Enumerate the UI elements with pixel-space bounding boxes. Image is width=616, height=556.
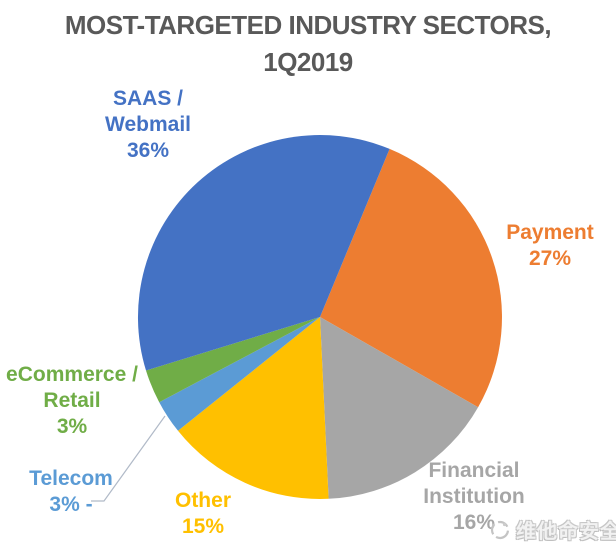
watermark-logo-icon [490,520,510,539]
chart-title-line2: 1Q2019 [263,47,353,77]
pie-slice-financial-institution [320,317,479,499]
label-other: Other 15% [174,489,231,538]
chart-title: MOST-TARGETED INDUSTRY SECTORS, 1Q2019 [0,7,616,81]
label-saas-webmail: SAAS / Webmail 36% [105,87,191,162]
watermark-text: 维他命安全 [516,521,616,543]
chart-title-line1: MOST-TARGETED INDUSTRY SECTORS, [64,10,552,40]
label-financial-institution: Financial Institution 16% [423,459,525,534]
label-telecom: Telecom 3% - [29,467,113,516]
pie-slice-saas-webmail [137,135,390,371]
pie-slice-other [178,317,329,500]
pie-slice-ecommerce-retail [146,317,320,403]
label-ecommerce-retail: eCommerce / Retail 3% [6,363,138,438]
pie-slices [137,135,502,500]
watermark: 维他命安全 [489,515,616,544]
pie-slice-payment [320,148,502,408]
label-payment: Payment 27% [506,221,594,270]
pie-slice-telecom [159,317,320,431]
telecom-leader-line [91,415,166,502]
